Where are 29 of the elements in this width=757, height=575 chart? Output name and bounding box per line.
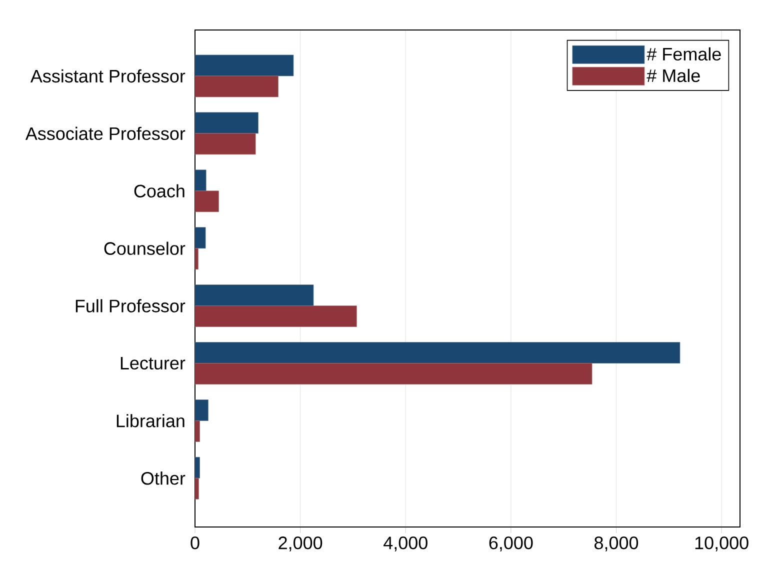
bar [195, 456, 200, 478]
y-tick-label: Lecturer [120, 356, 186, 370]
bar [195, 133, 256, 155]
bar [195, 54, 294, 76]
x-tick-label: 4,000 [384, 536, 428, 552]
bar [195, 306, 357, 327]
bar [195, 342, 680, 364]
y-tick-label: Counselor [104, 242, 186, 255]
legend-label: # Female [646, 47, 721, 61]
bar [195, 284, 314, 306]
bar [195, 227, 206, 249]
bar [195, 170, 206, 192]
x-tick-label: 10,000 [695, 536, 748, 552]
bar [195, 190, 219, 212]
bar [195, 400, 208, 421]
y-tick-label: Librarian [116, 414, 184, 428]
x-tick-label: 8,000 [594, 536, 638, 552]
x-tick-label: 6,000 [489, 536, 533, 552]
y-tick-label: Assistant Professor [30, 69, 186, 83]
x-tick-label: 0 [190, 536, 200, 550]
legend-label: # Male [646, 68, 700, 82]
y-tick-label: Full Professor [76, 299, 186, 312]
bar [195, 112, 258, 134]
bar [195, 363, 592, 384]
bar [195, 76, 278, 98]
x-tick-label: 2,000 [278, 536, 322, 552]
y-tick-label: Coach [134, 184, 184, 198]
y-tick-label: Other [141, 472, 186, 485]
y-tick-label: Associate Professor [25, 126, 186, 140]
